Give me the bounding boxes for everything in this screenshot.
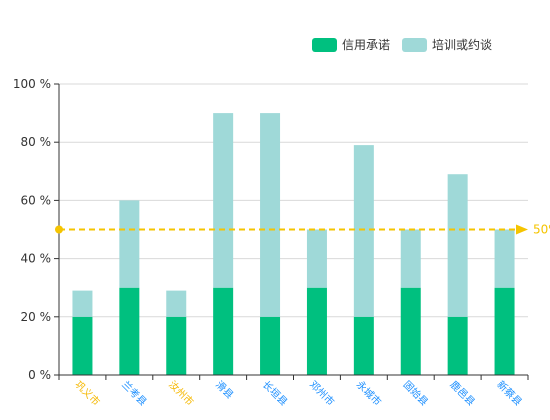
x-category-label: 新蔡县 (494, 378, 524, 408)
bar-segment-training-or-interview (260, 113, 281, 317)
reference-line-start-marker (55, 225, 63, 234)
reference-line-label: 50% (533, 223, 550, 237)
bar-segment-credit-promise (353, 316, 374, 375)
x-category-label: 长垣县 (260, 379, 290, 409)
bar-segment-training-or-interview (72, 290, 93, 317)
bar-segment-credit-promise (494, 287, 515, 375)
bar-segment-training-or-interview (213, 113, 234, 288)
x-category-label: 汝州市 (166, 378, 196, 408)
bar-segment-credit-promise (306, 287, 327, 375)
bar-segment-training-or-interview (494, 229, 515, 288)
bar-segment-credit-promise (166, 316, 187, 375)
bar-segment-credit-promise (72, 316, 93, 375)
legend-swatch (402, 38, 428, 52)
y-tick-label: 0 % (28, 368, 51, 382)
y-tick-label: 20 % (21, 310, 52, 324)
reference-line-arrow (516, 224, 528, 235)
bar-segment-credit-promise (213, 287, 234, 375)
x-category-label: 固始县 (401, 378, 431, 408)
y-tick-label: 40 % (21, 252, 52, 266)
bar-segment-training-or-interview (447, 174, 468, 317)
x-category-label: 永城市 (354, 378, 384, 408)
x-category-label: 巩义市 (72, 378, 102, 408)
y-tick-label: 100 % (13, 77, 51, 91)
bar-segment-training-or-interview (119, 200, 140, 288)
x-category-label: 兰考县 (119, 378, 149, 408)
y-tick-label: 60 % (21, 193, 52, 207)
legend-swatch (312, 38, 337, 52)
bar-segment-training-or-interview (400, 229, 421, 288)
x-category-label: 邓州市 (307, 378, 337, 408)
bar-segment-credit-promise (260, 316, 281, 375)
legend-label: 信用承诺 (342, 38, 390, 52)
x-category-label: 鹿邑县 (448, 378, 478, 408)
legend-label: 培训或约谈 (432, 37, 492, 52)
bar-segment-credit-promise (119, 287, 140, 375)
bar-segment-credit-promise (400, 287, 421, 375)
bar-segment-training-or-interview (166, 290, 187, 317)
y-tick-label: 80 % (21, 135, 52, 149)
bar-segment-credit-promise (447, 316, 468, 375)
x-category-label: 滑县 (213, 379, 236, 402)
bar-segment-training-or-interview (353, 145, 374, 317)
bar-segment-training-or-interview (306, 229, 327, 288)
